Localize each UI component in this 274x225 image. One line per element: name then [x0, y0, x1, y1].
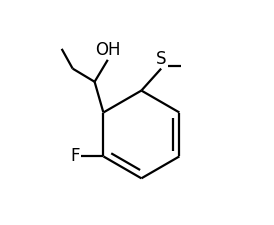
Text: F: F — [71, 147, 80, 165]
Text: OH: OH — [95, 41, 121, 59]
Text: S: S — [156, 50, 166, 68]
